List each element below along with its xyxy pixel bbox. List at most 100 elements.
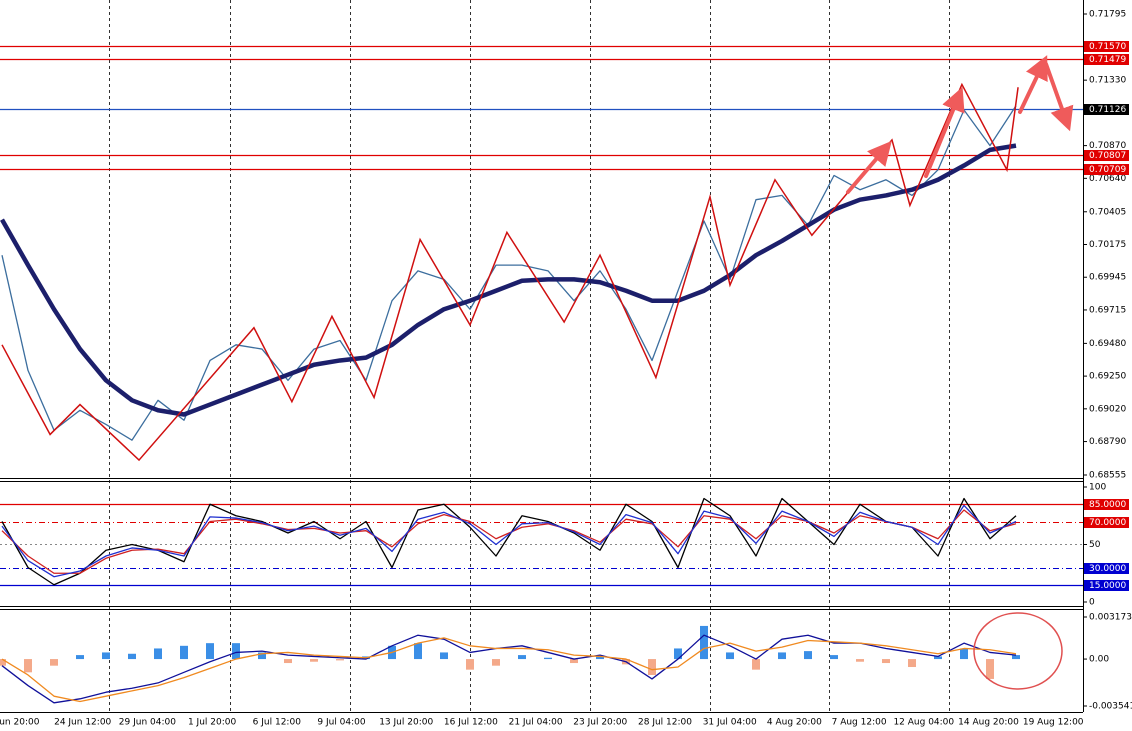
histogram-bar: [830, 655, 838, 660]
histogram-bar: [518, 655, 526, 660]
level-label: 30.0000: [1089, 564, 1126, 574]
histogram-bar: [284, 659, 292, 664]
y-tick-label: 0.69020: [1089, 404, 1126, 414]
histogram-bar: [882, 659, 890, 664]
plot-area: [0, 45, 1083, 704]
histogram-bar: [206, 643, 214, 660]
x-tick-label: 4 Aug 20:00: [767, 718, 822, 728]
axes: 0.71795 0.71330 0.70870 0.70640 0.70405 0.701…: [0, 10, 1132, 728]
histogram-bar: [1012, 655, 1020, 660]
level-label: 85.0000: [1089, 500, 1126, 510]
histogram-bar: [128, 653, 136, 660]
histogram-bar: [726, 652, 734, 660]
histogram-bar: [310, 659, 318, 662]
y-tick-label: 0.70405: [1089, 207, 1126, 217]
x-tick-label: 23 Jul 20:00: [573, 718, 627, 728]
histogram-bar: [648, 659, 656, 675]
histogram-bar: [102, 652, 110, 660]
x-tick-label: 16 Jul 12:00: [444, 718, 498, 728]
level-label-box: [1084, 150, 1129, 161]
x-tick-label: 21 Jul 04:00: [509, 718, 563, 728]
y-tick-label: -0.003541: [1089, 702, 1132, 712]
y-tick-label: 0.70175: [1089, 240, 1126, 250]
x-tick-label: 7 Aug 12:00: [832, 718, 887, 728]
histogram-bar: [960, 648, 968, 660]
x-tick-label: 31 Jul 04:00: [703, 718, 757, 728]
histogram-bar: [0, 659, 6, 666]
histogram-bar: [24, 659, 32, 673]
y-tick-label: 0.0031736: [1089, 613, 1132, 623]
y-tick-label: 0.69480: [1089, 339, 1126, 349]
level-label-box: [1084, 499, 1129, 510]
histogram-bar: [492, 659, 500, 666]
y-tick-label: 0.68555: [1089, 471, 1126, 481]
level-label: 0.70807: [1089, 151, 1126, 161]
x-tick-label: 12 Aug 04:00: [893, 718, 954, 728]
histogram-bar: [232, 643, 240, 660]
x-tick-label: 1 Jul 20:00: [188, 718, 237, 728]
x-tick-label: 19 Aug 12:00: [1023, 718, 1084, 728]
level-label-box: [1084, 517, 1129, 528]
histogram-bar: [986, 659, 994, 679]
histogram-bar: [440, 652, 448, 660]
histogram-bar: [258, 652, 266, 660]
histogram-bar: [414, 643, 422, 660]
y-tick-label: 0.00: [1089, 655, 1109, 665]
y-tick-label: 0.70870: [1089, 141, 1126, 151]
series-line: [1, 504, 1017, 578]
x-tick-label: Jun 20:00: [0, 718, 40, 728]
histogram-bar: [336, 659, 344, 661]
x-tick-label: 6 Jul 12:00: [253, 718, 302, 728]
y-tick-label: 0.69945: [1089, 273, 1126, 283]
histogram-bar: [804, 651, 812, 660]
level-label: 0.71126: [1089, 105, 1126, 115]
x-tick-label: 13 Jul 20:00: [379, 718, 433, 728]
histogram-bar: [76, 655, 84, 660]
y-tick-label: 0: [1089, 598, 1095, 608]
arrow: [846, 140, 892, 194]
level-label-box: [1084, 580, 1129, 591]
level-label-box: [1084, 54, 1129, 65]
level-label: 70.0000: [1089, 518, 1126, 528]
y-tick-label: 0.71795: [1089, 10, 1126, 20]
zigzag-line: [1, 82, 1019, 462]
histogram-bar: [752, 659, 760, 670]
y-tick-label: 0.69715: [1089, 305, 1126, 315]
y-tick-label: 0.71330: [1089, 76, 1126, 86]
level-label: 0.70709: [1089, 165, 1126, 175]
histogram-bar: [570, 659, 578, 664]
frame: [0, 0, 1084, 713]
histogram-bar: [596, 656, 604, 660]
arrow: [1018, 55, 1048, 114]
histogram-bar: [934, 656, 942, 660]
series-line: [1, 634, 1017, 704]
histogram-bar: [544, 657, 552, 660]
highlight-circle: [973, 612, 1063, 690]
histogram-bar: [674, 648, 682, 660]
level-label: 0.71479: [1089, 55, 1126, 65]
x-tick-label: 9 Jul 04:00: [317, 718, 366, 728]
histogram-bar: [700, 625, 708, 660]
annotations: [846, 55, 1074, 194]
histogram-bar: [778, 652, 786, 660]
level-label-box: [1084, 41, 1129, 52]
level-label: 0.71570: [1089, 42, 1126, 52]
histogram-bar: [154, 648, 162, 660]
y-tick-label: 0.70640: [1089, 174, 1126, 184]
histogram-bar: [466, 659, 474, 670]
x-tick-label: 28 Jul 12:00: [638, 718, 692, 728]
y-tick-label: 50: [1089, 540, 1101, 550]
x-tick-label: 29 Jun 04:00: [119, 718, 176, 728]
x-tick-label: 14 Aug 20:00: [958, 718, 1019, 728]
series-line: [1, 637, 1017, 703]
level-label: 15.0000: [1089, 581, 1126, 591]
arrow: [1044, 62, 1074, 132]
level-label-box: [1084, 563, 1129, 574]
level-label-box: [1084, 104, 1129, 115]
y-tick-label: 0.68790: [1089, 437, 1126, 447]
histogram-bar: [180, 645, 188, 660]
histogram-bar: [50, 659, 58, 666]
series-line: [0, 143, 1017, 417]
y-tick-label: 100: [1089, 483, 1106, 493]
